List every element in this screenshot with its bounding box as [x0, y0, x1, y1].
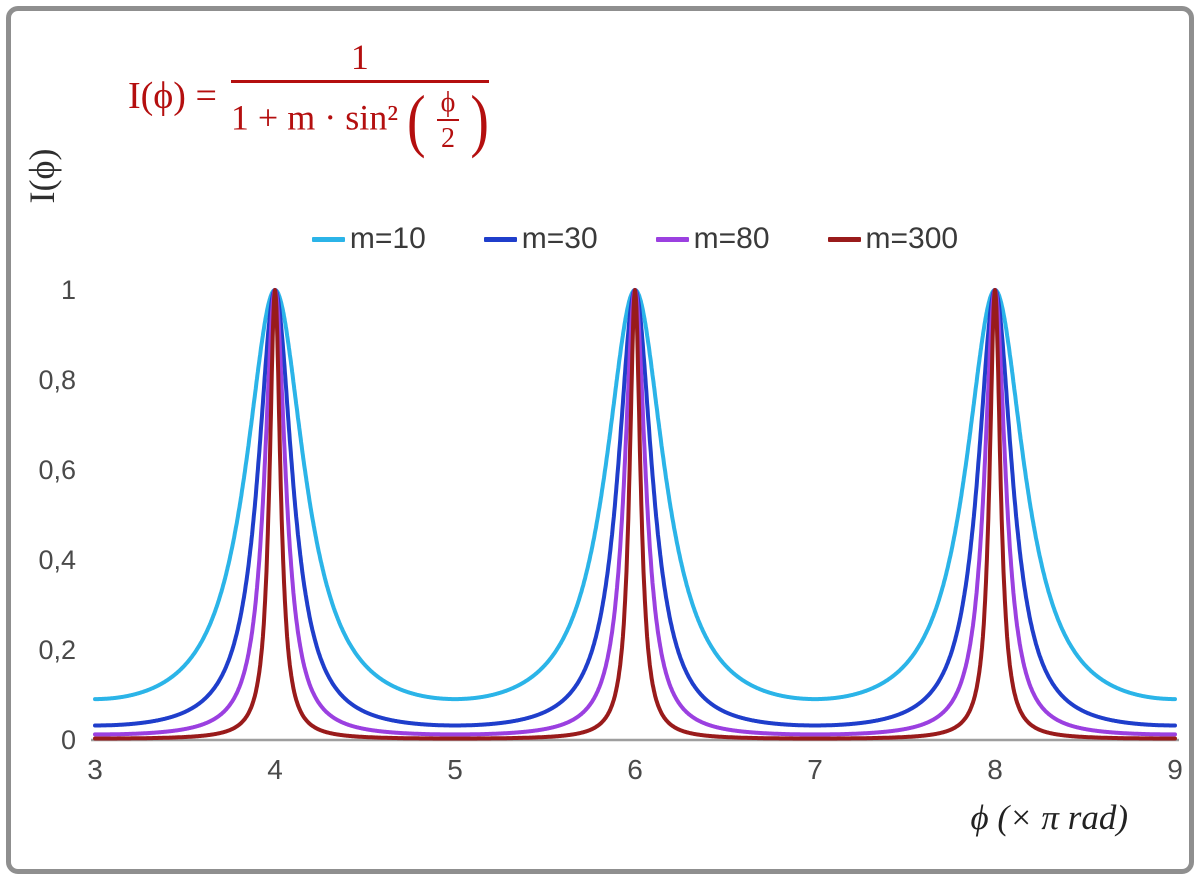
y-axis-ticks: 0 0,2 0,4 0,6 0,8 1	[0, 0, 90, 880]
y-tick-label: 0,4	[38, 545, 76, 575]
inner-numerator: ϕ	[440, 87, 456, 118]
legend: m=10 m=30 m=80 m=300	[95, 222, 1175, 256]
formula-fraction: 1 1 + m · sin² ( ϕ 2 )	[230, 36, 489, 160]
legend-label: m=10	[349, 222, 426, 255]
legend-swatch	[655, 236, 689, 242]
series-curve	[93, 288, 1177, 728]
close-paren: )	[470, 82, 489, 160]
legend-label: m=30	[521, 222, 598, 255]
y-tick-label: 0,6	[38, 455, 76, 485]
formula-annotation: I(ϕ) = 1 1 + m · sin² ( ϕ 2 )	[128, 36, 489, 160]
legend-label: m=80	[693, 222, 770, 255]
x-tick-label: 8	[987, 754, 1003, 785]
y-tick-label: 0,8	[38, 365, 76, 395]
open-paren: (	[407, 82, 426, 160]
x-tick-label: 6	[627, 754, 643, 785]
x-tick-label: 5	[447, 754, 463, 785]
series-curve	[93, 288, 1177, 741]
y-tick-label: 0,2	[38, 635, 76, 665]
x-axis-title: ϕ (× π rad)	[970, 798, 1128, 837]
legend-swatch	[311, 236, 345, 242]
x-tick-label: 3	[87, 754, 103, 785]
y-tick-label: 1	[60, 275, 76, 305]
inner-fraction: ϕ 2	[436, 87, 460, 155]
legend-swatch	[827, 236, 861, 242]
y-tick-label: 0	[60, 725, 76, 755]
formula-denominator-prefix: 1 + m · sin²	[230, 97, 399, 138]
x-axis-ticks: 3 4 5 6 7 8 9	[87, 754, 1183, 794]
x-tick-label: 7	[807, 754, 823, 785]
legend-swatch	[483, 236, 517, 242]
legend-item[interactable]: m=80	[655, 222, 770, 256]
series-curve	[93, 288, 1177, 737]
formula-denominator: 1 + m · sin² ( ϕ 2 )	[230, 80, 489, 160]
legend-item[interactable]: m=10	[311, 222, 426, 256]
formula-lhs: I(ϕ) =	[128, 74, 217, 117]
x-tick-label: 9	[1167, 754, 1183, 785]
legend-item[interactable]: m=300	[827, 222, 959, 256]
plot-svg	[91, 288, 1179, 742]
x-tick-label: 4	[267, 754, 283, 785]
chart-frame	[6, 6, 1194, 874]
inner-denominator: 2	[436, 119, 460, 155]
legend-label: m=300	[865, 222, 959, 255]
formula-numerator: 1	[350, 37, 369, 77]
legend-item[interactable]: m=30	[483, 222, 598, 256]
